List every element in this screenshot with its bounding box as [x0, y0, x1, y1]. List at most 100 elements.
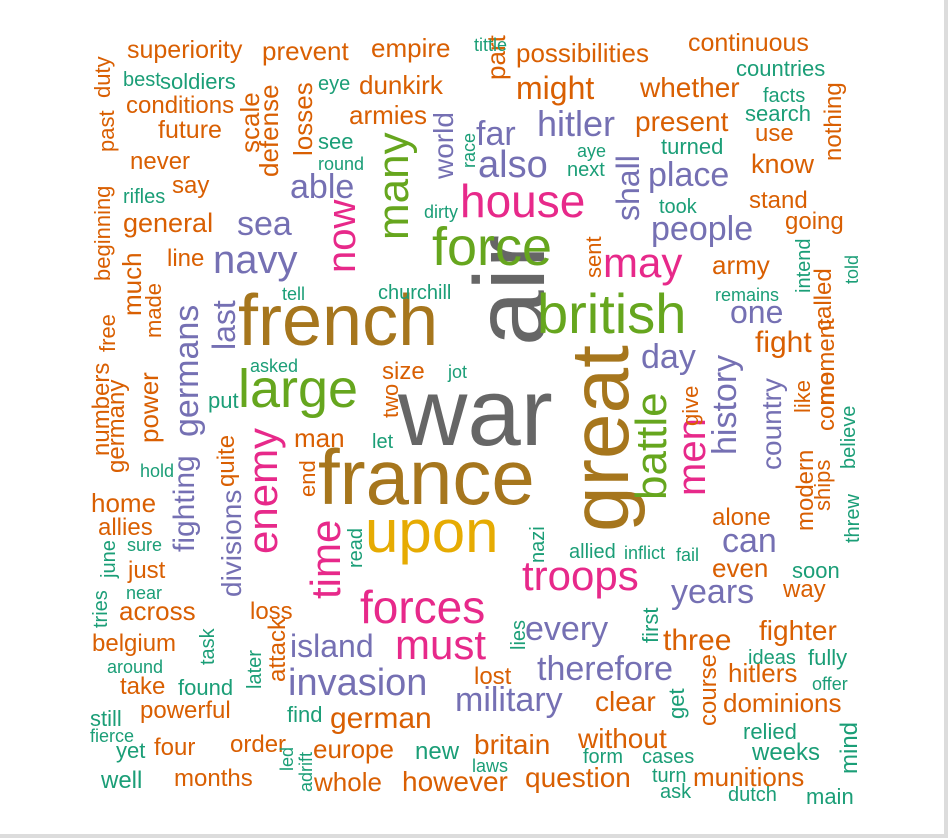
word-enemy: enemy [239, 428, 286, 555]
word-nazi: nazi [527, 526, 549, 563]
word-france: france [318, 433, 535, 521]
word-mind: mind [836, 722, 863, 775]
word-asked: asked [250, 356, 299, 376]
word-continuous: continuous [688, 29, 809, 57]
word-fail: fail [676, 545, 700, 565]
word-armies: armies [349, 100, 428, 130]
word-threw: threw [842, 494, 864, 543]
word-battle: battle [627, 392, 676, 500]
word-tell: tell [282, 284, 306, 304]
word-round: round [318, 154, 365, 174]
word-race: race [459, 133, 479, 169]
word-offer: offer [812, 674, 848, 694]
word-never: never [130, 148, 191, 175]
word-let: let [372, 431, 394, 453]
word-say: say [172, 172, 210, 199]
word-weeks: weeks [752, 739, 821, 766]
word-history: history [706, 355, 744, 456]
word-fierce: fierce [90, 726, 135, 746]
word-british: british [537, 282, 687, 345]
word-years: years [671, 573, 755, 611]
word-question: question [525, 762, 631, 793]
word-well: well [101, 767, 143, 794]
right-border [944, 0, 948, 838]
word-across: across [119, 596, 196, 626]
word-navy: navy [213, 238, 298, 282]
word-clear: clear [595, 686, 656, 717]
word-first: first [638, 608, 663, 644]
word-troops: troops [522, 552, 639, 599]
word-europe: europe [313, 734, 394, 764]
word-must: must [395, 621, 487, 668]
word-belgium: belgium [92, 630, 177, 657]
word-just: just [128, 557, 166, 584]
word-hitlers: hitlers [728, 658, 798, 688]
word-power: power [134, 372, 164, 443]
word-one: one [730, 294, 784, 330]
word-task: task [197, 628, 219, 665]
word-facts: facts [763, 85, 806, 107]
word-ideas: ideas [748, 647, 796, 669]
word-whole: whole [314, 767, 382, 797]
word-around: around [107, 657, 164, 677]
word-able: able [290, 168, 355, 206]
word-way: way [783, 576, 826, 603]
word-far: far [476, 115, 516, 153]
word-people: people [651, 210, 754, 248]
word-duty: duty [90, 56, 115, 98]
word-possibilities: possibilities [516, 38, 649, 68]
word-sure: sure [127, 535, 163, 555]
word-line: line [167, 245, 205, 272]
word-world: world [428, 112, 459, 179]
word-allied: allied [569, 541, 616, 563]
word-force: force [432, 217, 553, 277]
word-however: however [402, 766, 508, 797]
word-sent: sent [581, 236, 606, 278]
word-like: like [790, 380, 815, 414]
word-see: see [318, 129, 354, 154]
word-nothing: nothing [820, 82, 847, 161]
word-relied: relied [743, 719, 797, 744]
word-prevent: prevent [262, 36, 349, 66]
word-even: even [712, 553, 769, 583]
word-order: order [230, 731, 287, 758]
word-french: french [238, 281, 439, 361]
word-aye: aye [577, 141, 607, 161]
word-intend: intend [793, 238, 815, 293]
word-turn: turn [652, 765, 687, 787]
word-can: can [722, 522, 777, 560]
word-use: use [755, 120, 794, 147]
word-forces: forces [360, 581, 486, 633]
word-still: still [90, 706, 122, 731]
word-conditions: conditions [126, 92, 235, 119]
word-made: made [141, 283, 166, 339]
word-whether: whether [640, 72, 740, 103]
word-soldiers: soldiers [160, 69, 236, 94]
word-home: home [91, 488, 157, 518]
word-military: military [455, 681, 563, 719]
word-main: main [806, 784, 854, 809]
word-three: three [663, 624, 732, 657]
word-put: put [208, 388, 239, 413]
word-island: island [290, 628, 374, 664]
word-now: now [320, 200, 364, 274]
word-jot: jot [448, 362, 468, 382]
word-future: future [158, 116, 222, 144]
word-large: large [238, 359, 359, 419]
word-take: take [120, 673, 166, 700]
word-dutch: dutch [728, 784, 777, 806]
word-day: day [641, 338, 696, 376]
word-defense: defense [254, 84, 284, 177]
word-two: two [378, 384, 403, 419]
word-dunkirk: dunkirk [359, 70, 443, 100]
word-churchill: churchill [378, 282, 452, 304]
word-come: come [813, 372, 840, 431]
word-new: new [415, 738, 460, 765]
word-therefore: therefore [537, 650, 674, 688]
word-may: may [603, 239, 683, 286]
word-end: end [295, 460, 320, 497]
word-free: free [95, 314, 120, 352]
word-tries: tries [90, 590, 112, 628]
word-german: german [330, 702, 432, 735]
